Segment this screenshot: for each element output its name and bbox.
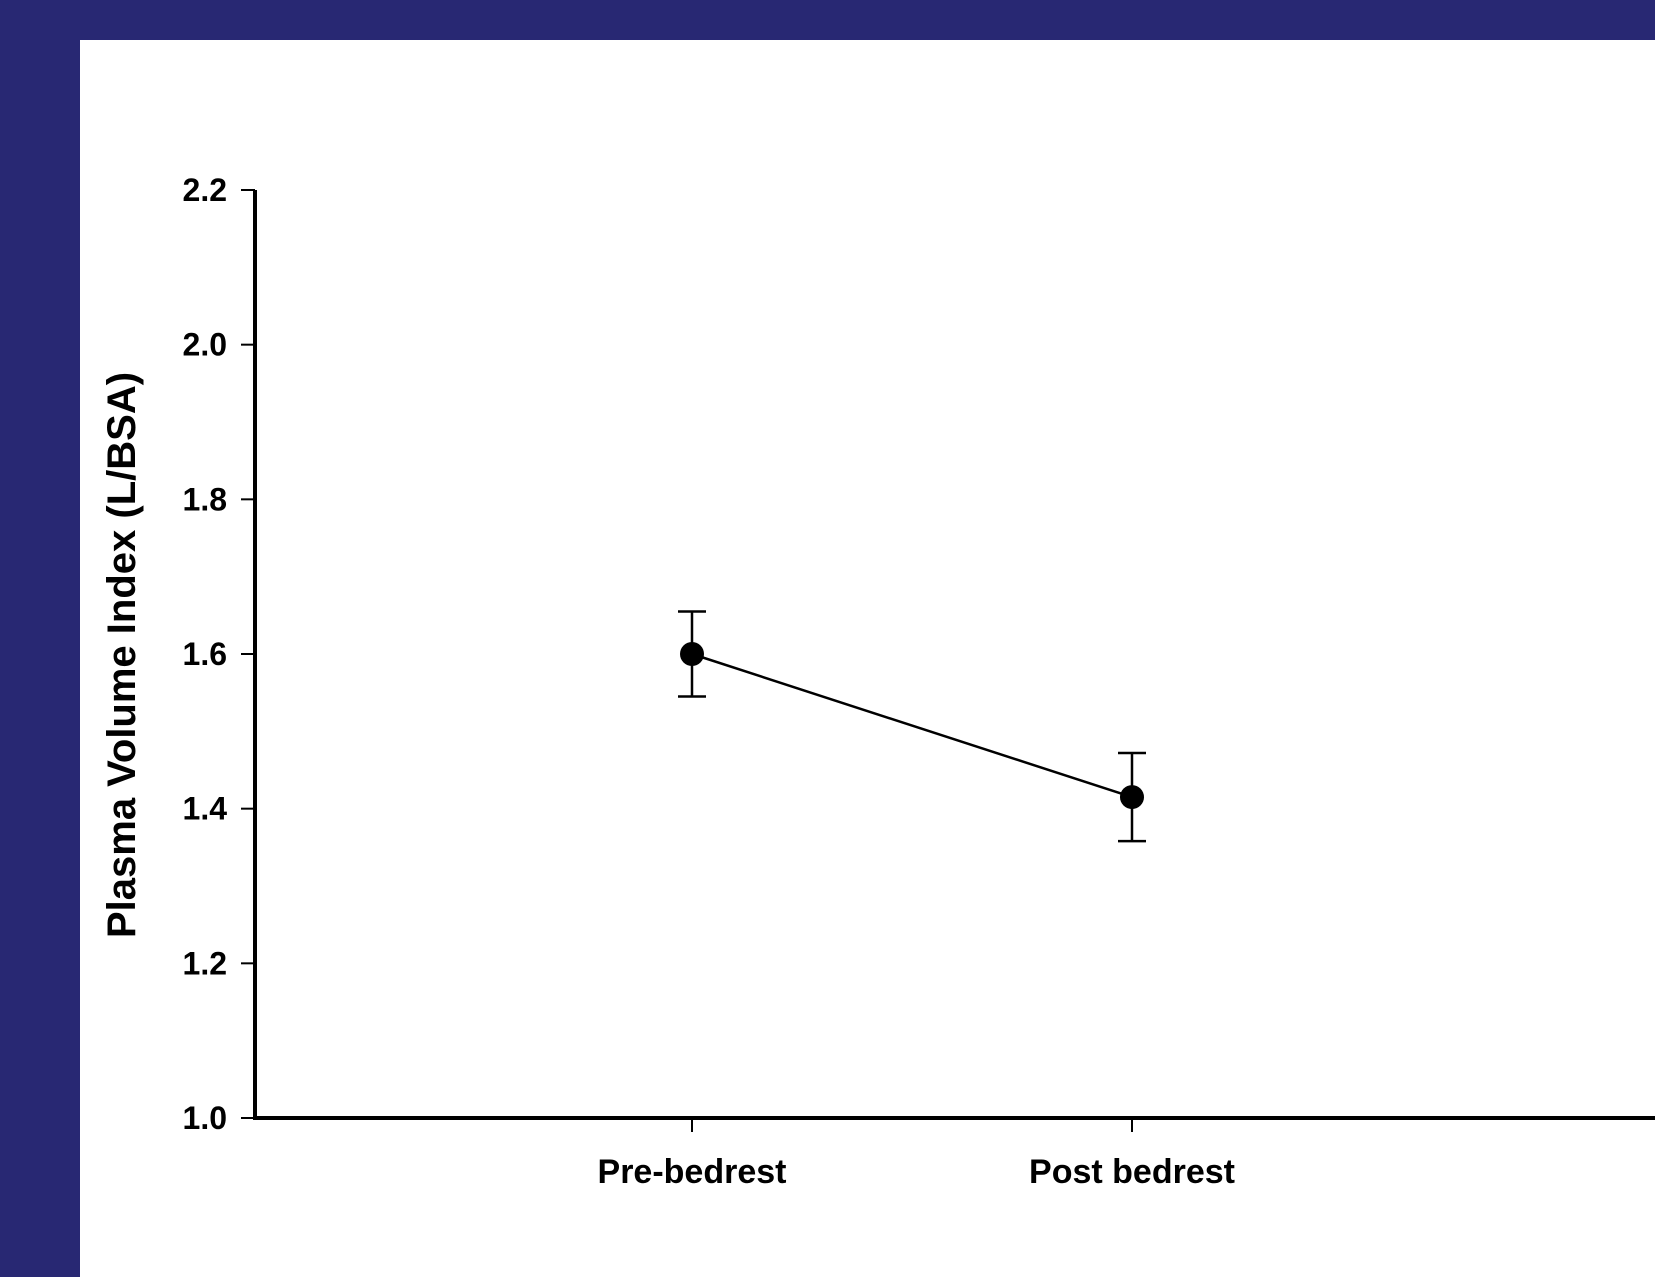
y-tick-label: 1.6 [183,636,227,672]
y-tick-label: 1.8 [183,481,227,517]
y-tick-label: 2.2 [183,172,227,208]
plasma-volume-chart: Plasma Volume Index (L/BSA) 1.0 1.2 1.4 1.6… [100,172,1655,1191]
y-tick-label: 2.0 [183,327,227,363]
axes: 1.0 1.2 1.4 1.6 1.8 2.0 2.2 Pre-bedrest Post bed… [183,172,1655,1191]
x-category-label: Pre-bedrest [598,1153,787,1191]
y-tick-label: 1.2 [183,945,227,981]
series-line [691,652,1133,799]
data-point [1120,785,1144,810]
data-marks [678,610,1146,843]
y-axis-title: Plasma Volume Index (L/BSA) [100,372,144,938]
y-tick-label: 1.0 [183,1100,227,1136]
y-tick-label: 1.4 [183,791,228,827]
chart-panel: Plasma Volume Index (L/BSA) 1.0 1.2 1.4 1.6… [80,40,1655,1277]
data-point [680,642,704,666]
x-category-label: Post bedrest [1029,1153,1235,1191]
